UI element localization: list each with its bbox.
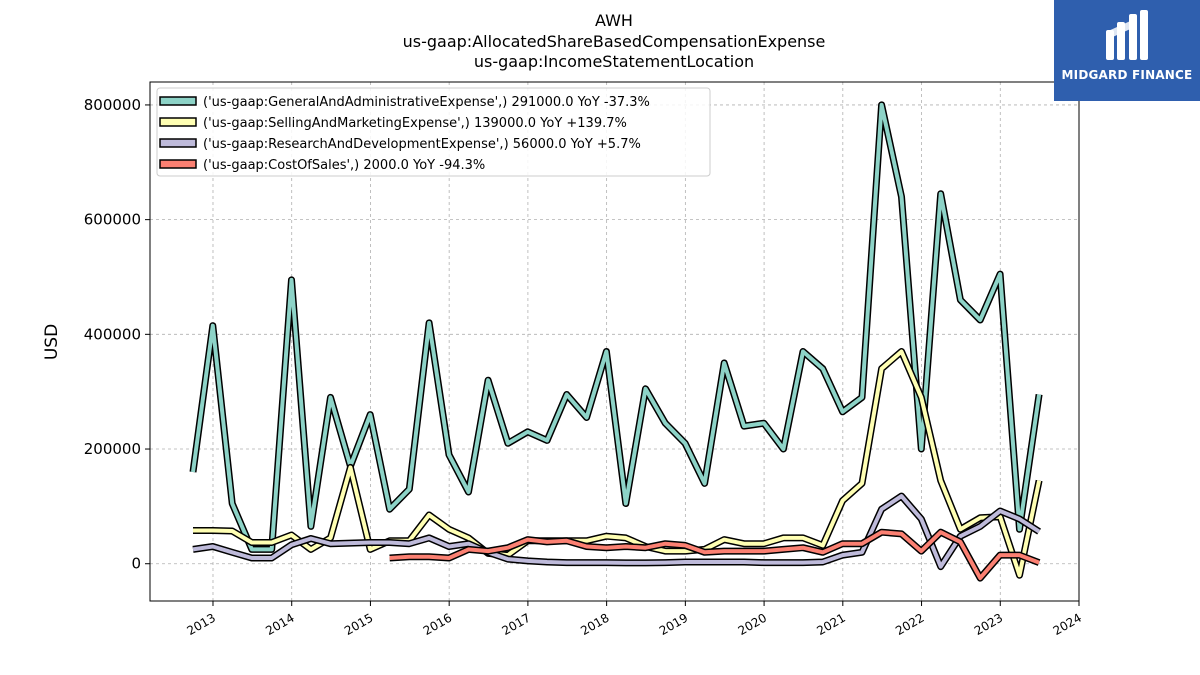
y-tick-label: 0 xyxy=(131,555,141,573)
legend-box xyxy=(156,87,711,177)
series-line-stroke xyxy=(191,102,1042,552)
legend-swatch xyxy=(159,159,197,169)
legend-label: ('us-gaap:ResearchAndDevelopmentExpense'… xyxy=(203,137,641,152)
y-axis: 0 200000 400000 600000 800000 xyxy=(84,96,150,573)
plot-frame xyxy=(149,81,1080,602)
x-tick-label: 2024 xyxy=(1051,611,1084,638)
x-tick-label: 2020 xyxy=(736,611,769,638)
legend-swatch xyxy=(159,117,197,127)
x-tick-label: 2018 xyxy=(578,611,611,638)
legend: ('us-gaap:GeneralAndAdministrativeExpens… xyxy=(156,87,711,177)
y-tick-label: 200000 xyxy=(84,440,141,458)
legend-label: ('us-gaap:GeneralAndAdministrativeExpens… xyxy=(203,95,650,110)
legend-swatch xyxy=(159,96,197,106)
series-line xyxy=(189,101,1043,553)
legend-label: ('us-gaap:SellingAndMarketingExpense',) … xyxy=(203,116,627,131)
series-line-stroke xyxy=(193,349,1042,578)
series-layer xyxy=(189,101,1043,582)
y-tick-label: 400000 xyxy=(84,325,141,343)
x-tick-label: 2021 xyxy=(814,611,847,638)
x-tick-label: 2015 xyxy=(342,611,375,638)
legend-swatch xyxy=(159,138,197,148)
logo-brand-text: MIDGARD FINANCE xyxy=(1061,68,1193,82)
midgard-finance-logo-icon xyxy=(1106,10,1148,60)
chart-subtitle-concept: us-gaap:AllocatedShareBasedCompensationE… xyxy=(403,32,826,51)
series-line xyxy=(192,492,1041,571)
y-axis-label: USD xyxy=(42,324,62,360)
series-line-stroke xyxy=(389,530,1040,581)
x-tick-label: 2023 xyxy=(972,611,1005,638)
x-tick-label: 2017 xyxy=(499,611,532,638)
series-line xyxy=(389,528,1041,582)
series-line-stroke xyxy=(192,494,1041,569)
x-axis: 2013 2014 2015 2016 2017 2018 2019 2020 2021 2022… xyxy=(185,601,1084,638)
x-tick-label: 2022 xyxy=(893,611,926,638)
legend-label: ('us-gaap:CostOfSales',) 2000.0 YoY -94.… xyxy=(203,158,485,173)
y-tick-label: 600000 xyxy=(84,211,141,229)
series-line xyxy=(193,348,1043,579)
x-tick-label: 2016 xyxy=(421,611,454,638)
chart-subtitle-axis: us-gaap:IncomeStatementLocation xyxy=(474,52,754,71)
x-tick-label: 2014 xyxy=(263,611,296,638)
x-tick-label: 2013 xyxy=(185,611,218,638)
y-tick-label: 800000 xyxy=(84,96,141,114)
midgard-finance-logo: MIDGARD FINANCE xyxy=(1054,0,1200,101)
x-tick-label: 2019 xyxy=(657,611,690,638)
chart-title: AWH xyxy=(595,11,633,30)
